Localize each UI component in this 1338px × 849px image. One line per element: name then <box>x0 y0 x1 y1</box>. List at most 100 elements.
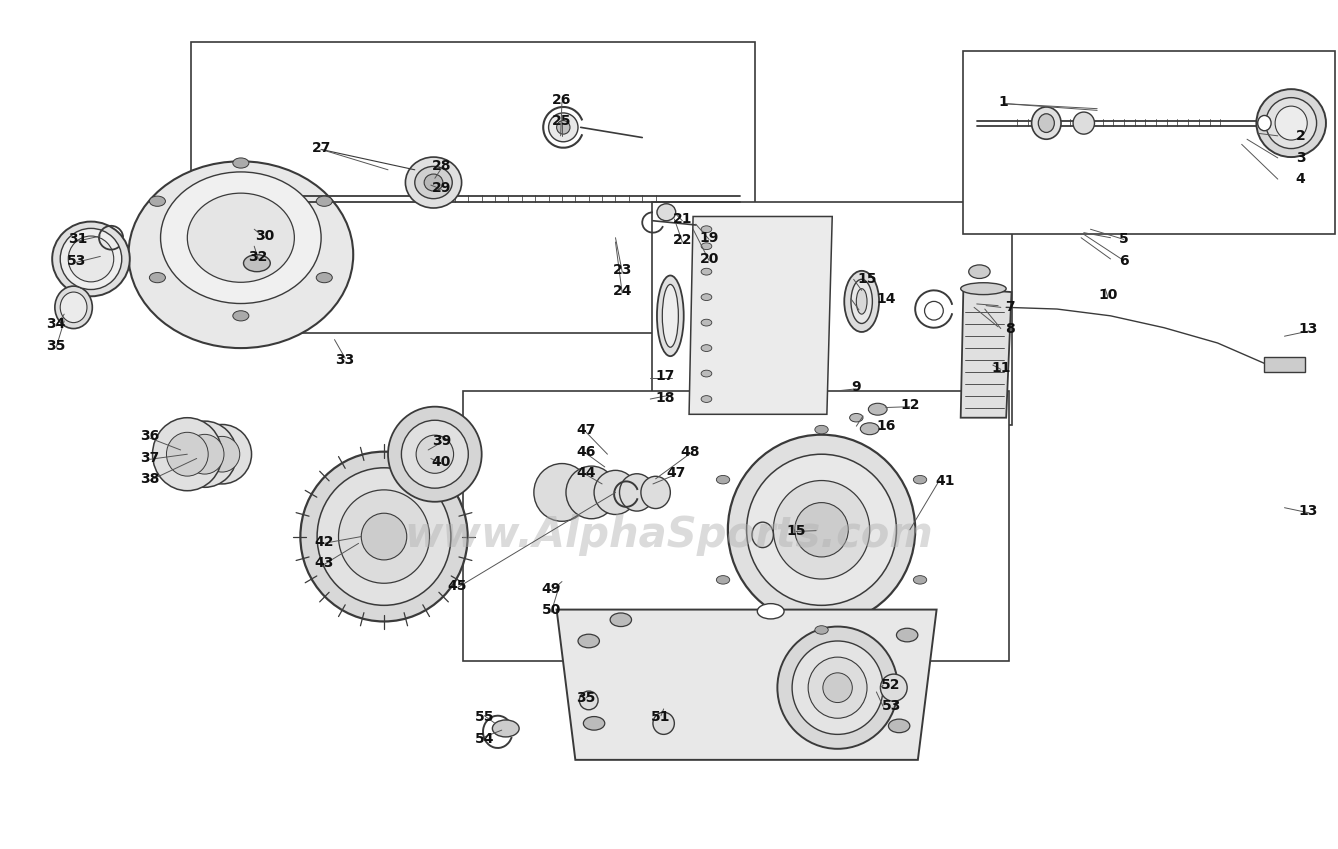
Polygon shape <box>463 391 1009 661</box>
Circle shape <box>850 413 863 422</box>
Circle shape <box>860 423 879 435</box>
Text: 7: 7 <box>1005 301 1016 314</box>
Text: 20: 20 <box>700 252 719 266</box>
Text: 27: 27 <box>312 141 330 155</box>
Text: 29: 29 <box>432 181 451 194</box>
Ellipse shape <box>549 113 578 142</box>
Ellipse shape <box>594 470 637 514</box>
Polygon shape <box>191 42 755 333</box>
Polygon shape <box>557 610 937 760</box>
Text: 55: 55 <box>475 711 494 724</box>
Ellipse shape <box>961 283 1006 295</box>
Ellipse shape <box>317 468 451 605</box>
Text: 50: 50 <box>542 604 561 617</box>
Ellipse shape <box>757 604 784 619</box>
Text: 40: 40 <box>432 455 451 469</box>
Text: 25: 25 <box>553 115 571 128</box>
Ellipse shape <box>52 222 130 296</box>
Circle shape <box>150 273 166 283</box>
Text: 28: 28 <box>432 160 451 173</box>
Text: 41: 41 <box>935 474 954 487</box>
Ellipse shape <box>1073 112 1094 134</box>
Ellipse shape <box>657 275 684 357</box>
Circle shape <box>969 265 990 278</box>
Circle shape <box>701 319 712 326</box>
Ellipse shape <box>662 284 678 347</box>
Text: 37: 37 <box>140 451 159 464</box>
Ellipse shape <box>405 157 462 208</box>
Ellipse shape <box>1256 89 1326 157</box>
Circle shape <box>716 576 729 584</box>
Circle shape <box>815 626 828 634</box>
Circle shape <box>244 255 270 272</box>
Text: 49: 49 <box>542 582 561 596</box>
Text: 42: 42 <box>314 535 333 548</box>
Text: 1: 1 <box>998 95 1009 109</box>
Ellipse shape <box>187 194 294 282</box>
Text: 35: 35 <box>47 339 66 352</box>
Text: 51: 51 <box>652 711 670 724</box>
Text: 22: 22 <box>673 233 692 247</box>
Ellipse shape <box>823 672 852 703</box>
Text: 23: 23 <box>613 263 632 277</box>
Circle shape <box>914 576 927 584</box>
Ellipse shape <box>880 674 907 701</box>
Circle shape <box>701 396 712 402</box>
Circle shape <box>888 719 910 733</box>
Text: 15: 15 <box>787 525 805 538</box>
Circle shape <box>701 370 712 377</box>
Ellipse shape <box>55 286 92 329</box>
Ellipse shape <box>534 464 590 521</box>
Text: 34: 34 <box>47 318 66 331</box>
Ellipse shape <box>579 691 598 710</box>
Circle shape <box>716 475 729 484</box>
Circle shape <box>492 720 519 737</box>
Text: 10: 10 <box>1098 289 1117 302</box>
Text: 33: 33 <box>336 353 355 367</box>
Text: 9: 9 <box>851 380 862 394</box>
Text: 36: 36 <box>140 430 159 443</box>
Ellipse shape <box>641 476 670 509</box>
Text: www.AlphaSports.com: www.AlphaSports.com <box>404 514 934 556</box>
Text: 48: 48 <box>681 445 700 458</box>
Text: 39: 39 <box>432 434 451 447</box>
Text: 26: 26 <box>553 93 571 107</box>
Ellipse shape <box>193 424 252 484</box>
Circle shape <box>583 717 605 730</box>
Text: 21: 21 <box>673 212 692 226</box>
Ellipse shape <box>747 454 896 605</box>
Ellipse shape <box>728 435 915 625</box>
Text: 24: 24 <box>613 284 632 298</box>
Ellipse shape <box>844 271 879 332</box>
Ellipse shape <box>851 279 872 323</box>
Text: 11: 11 <box>991 361 1010 374</box>
Polygon shape <box>689 216 832 414</box>
Text: 54: 54 <box>475 732 494 745</box>
Ellipse shape <box>424 174 443 191</box>
Text: 31: 31 <box>68 233 87 246</box>
Text: 45: 45 <box>448 579 467 593</box>
Ellipse shape <box>752 522 773 548</box>
Ellipse shape <box>1266 98 1317 149</box>
Text: 14: 14 <box>876 292 895 306</box>
Circle shape <box>701 268 712 275</box>
Ellipse shape <box>186 435 223 474</box>
Text: 17: 17 <box>656 369 674 383</box>
Ellipse shape <box>388 407 482 502</box>
Ellipse shape <box>415 166 452 199</box>
Text: 19: 19 <box>700 231 719 245</box>
Text: 18: 18 <box>656 391 674 405</box>
Text: 43: 43 <box>314 556 333 570</box>
Text: 47: 47 <box>666 466 685 480</box>
Ellipse shape <box>773 481 870 579</box>
Text: 4: 4 <box>1295 172 1306 186</box>
Circle shape <box>701 243 712 250</box>
Polygon shape <box>963 51 1335 234</box>
Circle shape <box>316 273 332 283</box>
Bar <box>1264 357 1305 372</box>
Text: 8: 8 <box>1005 322 1016 335</box>
Ellipse shape <box>128 161 353 348</box>
Ellipse shape <box>856 289 867 314</box>
Text: 35: 35 <box>577 691 595 705</box>
Circle shape <box>815 425 828 434</box>
